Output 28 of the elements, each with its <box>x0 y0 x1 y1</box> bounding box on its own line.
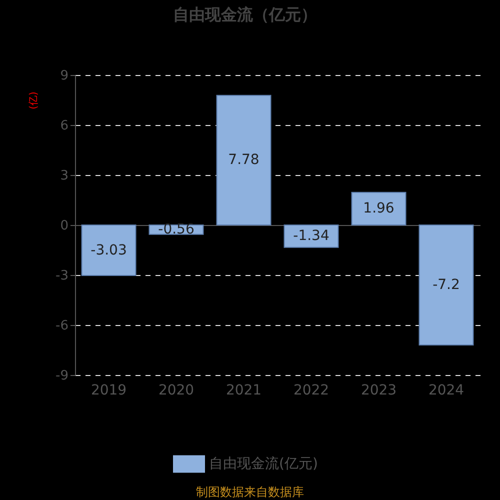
x-tick-label: 2024 <box>428 382 464 398</box>
y-tick-label: 6 <box>60 118 68 134</box>
y-tick-label: 3 <box>60 168 68 184</box>
y-tick-label: 0 <box>60 218 68 234</box>
x-tick-label: 2020 <box>158 382 194 398</box>
bar <box>351 192 406 226</box>
x-tick-label: 2023 <box>360 382 397 398</box>
y-axis-title: (亿) <box>28 92 40 110</box>
y-tick-label: -3 <box>56 268 68 284</box>
data-label: 7.78 <box>228 152 260 168</box>
data-label: -0.56 <box>158 222 194 238</box>
data-label: 1.96 <box>363 200 394 217</box>
data-label: -7.2 <box>432 277 460 293</box>
x-tick-label: 2021 <box>226 382 262 398</box>
y-tick-label: 9 <box>60 68 68 84</box>
text: 制图数据来自数据库 <box>195 484 305 500</box>
data-label: -3.03 <box>90 242 127 258</box>
y-tick-label: -6 <box>56 318 68 334</box>
data-label: -1.34 <box>293 228 330 244</box>
x-tick-label: 2022 <box>293 382 330 398</box>
bar <box>284 224 339 248</box>
bar <box>418 224 474 346</box>
bar <box>216 94 272 226</box>
legend-label: 自由现金流(亿元) <box>209 456 318 472</box>
chart-title: 自由现金流（亿元） <box>172 4 318 26</box>
x-tick-label: 2019 <box>90 382 127 398</box>
bar <box>81 224 136 276</box>
y-tick-label: -9 <box>56 368 68 384</box>
